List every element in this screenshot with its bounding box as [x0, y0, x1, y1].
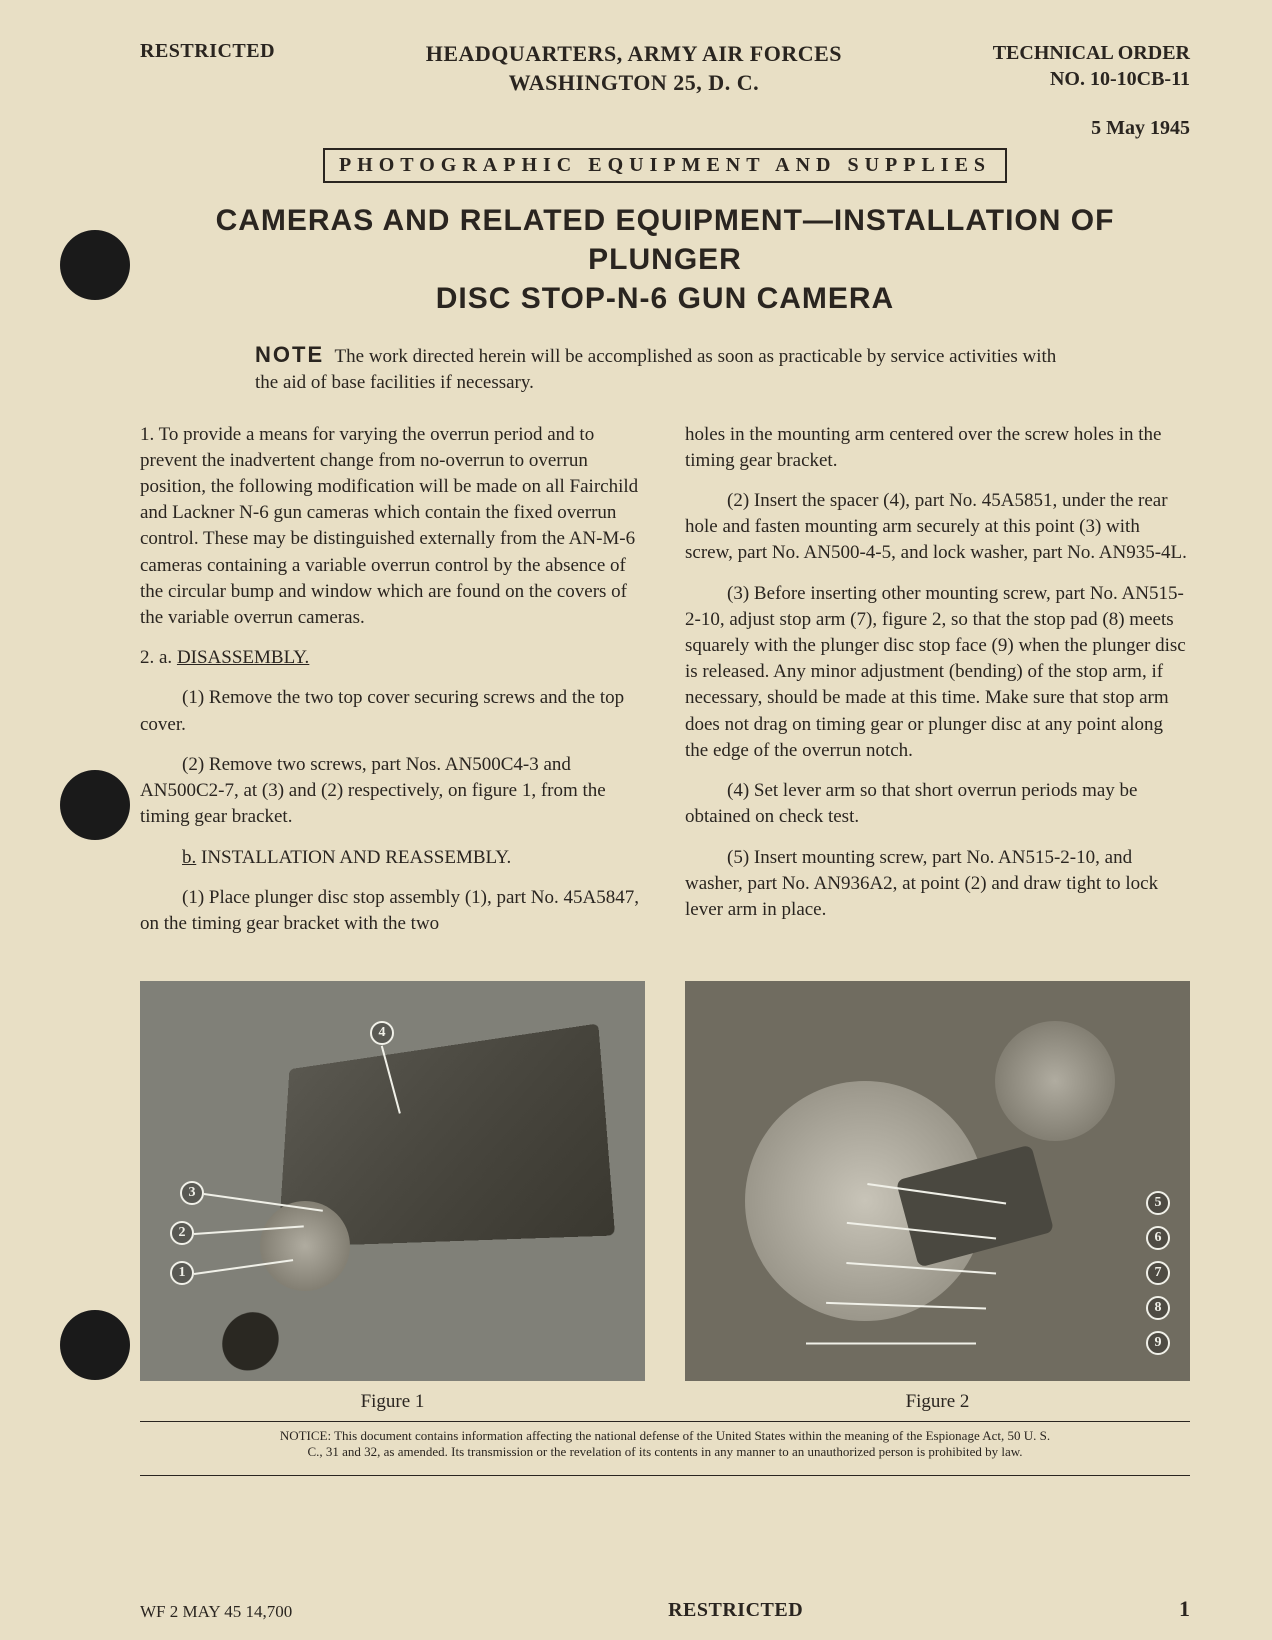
note-label: NOTE [255, 342, 324, 367]
restricted-label: RESTRICTED [140, 40, 275, 63]
para-2b-5: (5) Insert mounting screw, part No. AN51… [685, 845, 1190, 924]
callout-7: 7 [1146, 1261, 1170, 1285]
para-2b-head: b. INSTALLATION AND REASSEMBLY. [140, 845, 645, 871]
figure-1: 1 2 3 4 Figure 1 [140, 981, 645, 1413]
body-columns: 1. To provide a means for varying the ov… [140, 422, 1190, 952]
note-text: The work directed herein will be accompl… [255, 346, 1056, 393]
tech-order-block: TECHNICAL ORDER NO. 10-10CB-11 [993, 40, 1190, 92]
footer-left: WF 2 MAY 45 14,700 [140, 1602, 292, 1622]
tech-order-label: TECHNICAL ORDER [993, 40, 1190, 66]
callout-9: 9 [1146, 1331, 1170, 1355]
footer-restricted: RESTRICTED [668, 1599, 803, 1622]
figure-2: 5 6 7 8 9 Figure 2 [685, 981, 1190, 1413]
divider-line [140, 1475, 1190, 1476]
para-2b-3: (3) Before inserting other mounting scre… [685, 581, 1190, 765]
para-2a-2: (2) Remove two screws, part Nos. AN500C4… [140, 752, 645, 831]
left-column: 1. To provide a means for varying the ov… [140, 422, 645, 952]
hq-line1: HEADQUARTERS, ARMY AIR FORCES [426, 40, 842, 69]
para-2b-4: (4) Set lever arm so that short overrun … [685, 778, 1190, 830]
headquarters-block: HEADQUARTERS, ARMY AIR FORCES WASHINGTON… [426, 40, 842, 97]
para-2a-head: 2. a. DISASSEMBLY. [140, 645, 645, 671]
figure-2-image: 5 6 7 8 9 [685, 981, 1190, 1381]
para-2b-2: (2) Insert the spacer (4), part No. 45A5… [685, 488, 1190, 567]
callout-6: 6 [1146, 1226, 1170, 1250]
callout-2: 2 [170, 1221, 194, 1245]
figure-1-image: 1 2 3 4 [140, 981, 645, 1381]
callout-1: 1 [170, 1261, 194, 1285]
main-title: CAMERAS AND RELATED EQUIPMENT—INSTALLATI… [140, 201, 1190, 318]
security-notice: NOTICE: This document contains informati… [275, 1428, 1055, 1461]
callout-5: 5 [1146, 1191, 1170, 1215]
para-2b-1: (1) Place plunger disc stop assembly (1)… [140, 885, 645, 937]
figure-1-caption: Figure 1 [140, 1391, 645, 1413]
para-2b-1-cont: holes in the mounting arm centered over … [685, 422, 1190, 474]
tech-order-no: NO. 10-10CB-11 [993, 66, 1190, 92]
header-row: RESTRICTED HEADQUARTERS, ARMY AIR FORCES… [140, 40, 1190, 97]
title-line2: DISC STOP-N-6 GUN CAMERA [140, 279, 1190, 318]
note-block: NOTE The work directed herein will be ac… [255, 340, 1075, 395]
page-number: 1 [1179, 1596, 1190, 1622]
date: 5 May 1945 [140, 117, 1190, 140]
divider-line [140, 1421, 1190, 1422]
title-line1: CAMERAS AND RELATED EQUIPMENT—INSTALLATI… [140, 201, 1190, 279]
callout-8: 8 [1146, 1296, 1170, 1320]
hq-line2: WASHINGTON 25, D. C. [426, 69, 842, 98]
footer-row: WF 2 MAY 45 14,700 RESTRICTED 1 [110, 1596, 1220, 1622]
callout-4: 4 [370, 1021, 394, 1045]
page-content: RESTRICTED HEADQUARTERS, ARMY AIR FORCES… [110, 40, 1220, 1480]
figures-row: 1 2 3 4 Figure 1 5 6 7 8 9 [140, 981, 1190, 1413]
photo-equipment-box: PHOTOGRAPHIC EQUIPMENT AND SUPPLIES [323, 148, 1007, 183]
right-column: holes in the mounting arm centered over … [685, 422, 1190, 952]
callout-3: 3 [180, 1181, 204, 1205]
para-1: 1. To provide a means for varying the ov… [140, 422, 645, 632]
figure-2-caption: Figure 2 [685, 1391, 1190, 1413]
para-2a-1: (1) Remove the two top cover securing sc… [140, 685, 645, 737]
